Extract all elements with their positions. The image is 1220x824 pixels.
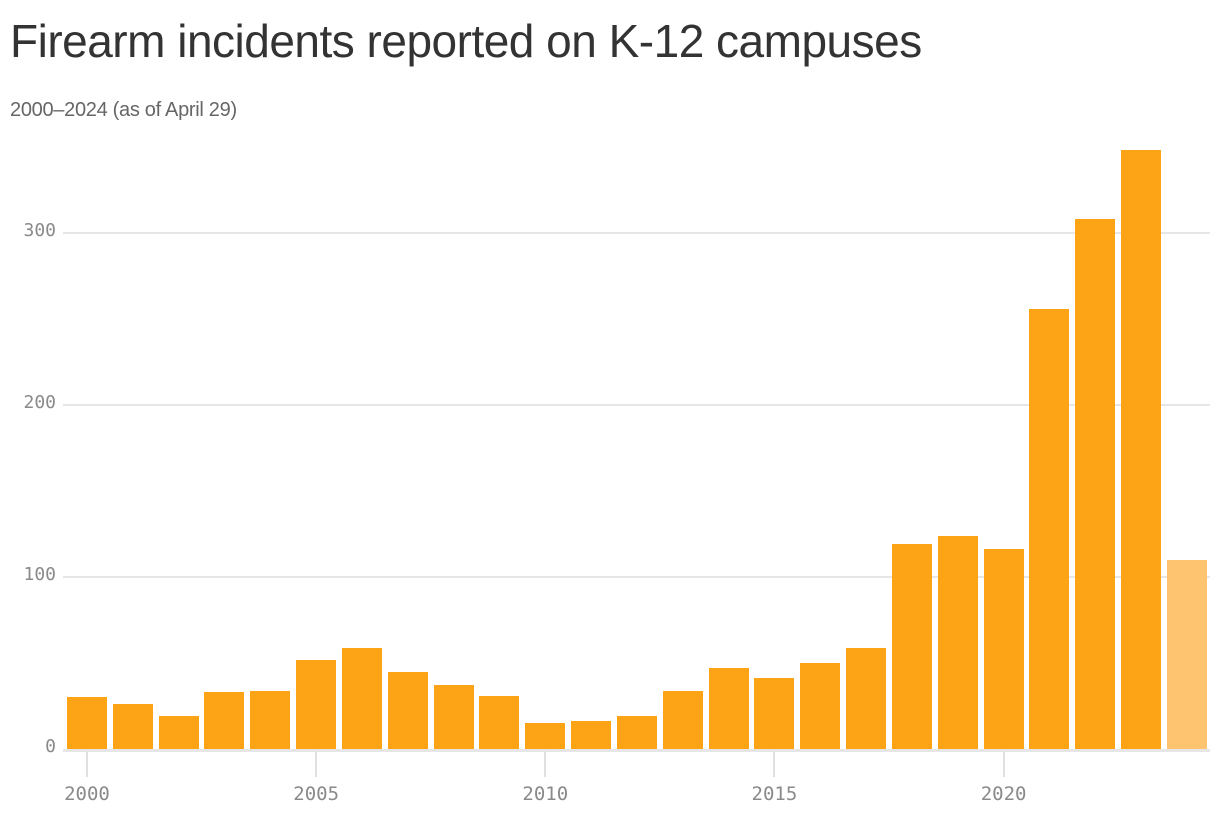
x-tick-label: 2020 <box>980 783 1027 805</box>
bar-2004 <box>250 690 291 749</box>
bar-2024 <box>1166 559 1207 749</box>
bar-2018 <box>891 544 932 749</box>
x-tick-mark <box>773 751 776 777</box>
bar-2000 <box>67 697 107 749</box>
bar-2010 <box>525 723 566 749</box>
bar-2006 <box>341 647 382 749</box>
gridline-300 <box>63 232 1210 234</box>
bar-2015 <box>754 678 795 749</box>
x-tick-label: 2015 <box>751 783 798 805</box>
bar-2007 <box>387 671 428 749</box>
bar-2005 <box>296 659 337 749</box>
x-tick-label: 2010 <box>522 783 569 805</box>
bar-2008 <box>433 685 474 749</box>
bar-2002 <box>158 716 199 749</box>
chart-subtitle: 2000–2024 (as of April 29) <box>10 99 237 121</box>
bar-2021 <box>1029 308 1070 749</box>
x-tick-label: 2005 <box>293 783 340 805</box>
y-tick-label: 300 <box>23 220 56 241</box>
bar-2016 <box>800 663 841 749</box>
x-tick-mark <box>315 751 318 777</box>
bar-2019 <box>937 535 978 749</box>
x-tick-label: 2000 <box>64 783 110 805</box>
bar-2003 <box>204 692 245 749</box>
chart-title: Firearm incidents reported on K-12 campu… <box>10 15 922 67</box>
bar-2013 <box>662 690 703 749</box>
bar-2011 <box>571 721 612 749</box>
bar-2012 <box>616 716 657 749</box>
bar-2014 <box>708 668 749 749</box>
y-tick-label: 200 <box>23 392 56 413</box>
x-tick-mark <box>86 751 88 777</box>
y-tick-label: 100 <box>23 564 56 585</box>
x-tick-mark <box>544 751 547 777</box>
bar-2009 <box>479 695 520 749</box>
bar-2022 <box>1075 219 1116 749</box>
bar-2017 <box>846 647 887 749</box>
gridline-100 <box>63 576 1210 578</box>
y-tick-label: 0 <box>45 736 56 757</box>
bar-2001 <box>112 704 153 749</box>
bar-2023 <box>1121 150 1162 749</box>
gridline-200 <box>63 404 1210 406</box>
x-tick-mark <box>1002 751 1005 777</box>
x-axis-baseline <box>63 749 1210 752</box>
bar-2020 <box>983 549 1024 749</box>
